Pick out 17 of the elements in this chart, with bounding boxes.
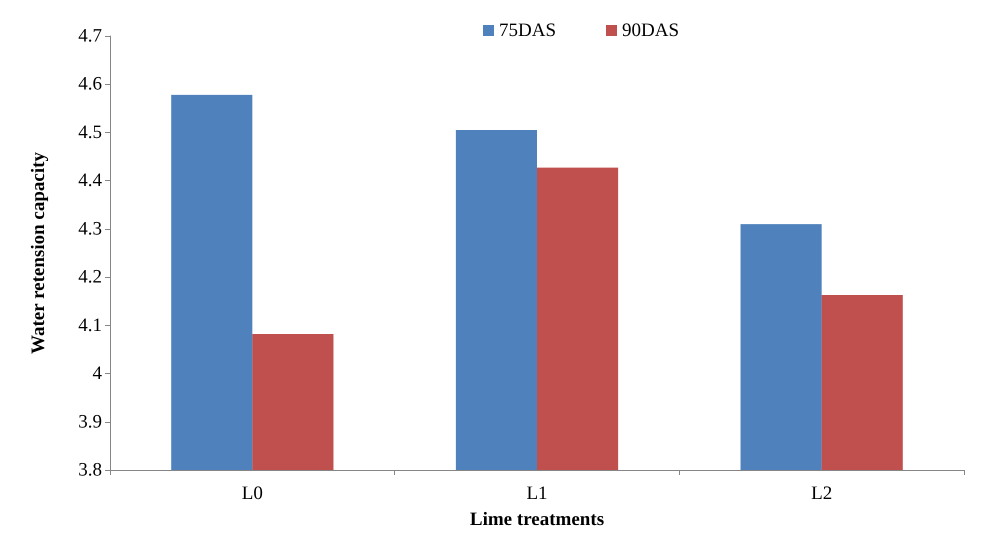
y-tick-label: 4.2 bbox=[78, 266, 102, 288]
y-tick-label: 4.6 bbox=[78, 74, 102, 95]
x-axis-title: Lime treatments bbox=[470, 509, 604, 530]
x-tick-label: L1 bbox=[526, 483, 548, 504]
y-tick-label: 4.7 bbox=[78, 26, 102, 46]
legend-label: 75DAS bbox=[499, 20, 556, 41]
y-tick-label: 4.5 bbox=[78, 122, 102, 143]
y-axis-title: Water retension capacity bbox=[28, 152, 49, 354]
y-tick-label: 4.1 bbox=[78, 314, 102, 336]
y-tick-label: 4 bbox=[92, 363, 102, 384]
x-tick-label: L2 bbox=[811, 483, 832, 504]
y-tick-label: 3.9 bbox=[78, 411, 102, 432]
y-tick-label: 3.8 bbox=[78, 460, 102, 480]
y-tick-label: 4.4 bbox=[78, 170, 102, 192]
x-tick-label: L0 bbox=[242, 483, 263, 504]
y-tick-label: 4.3 bbox=[78, 218, 102, 240]
legend-label: 90DAS bbox=[622, 20, 680, 41]
